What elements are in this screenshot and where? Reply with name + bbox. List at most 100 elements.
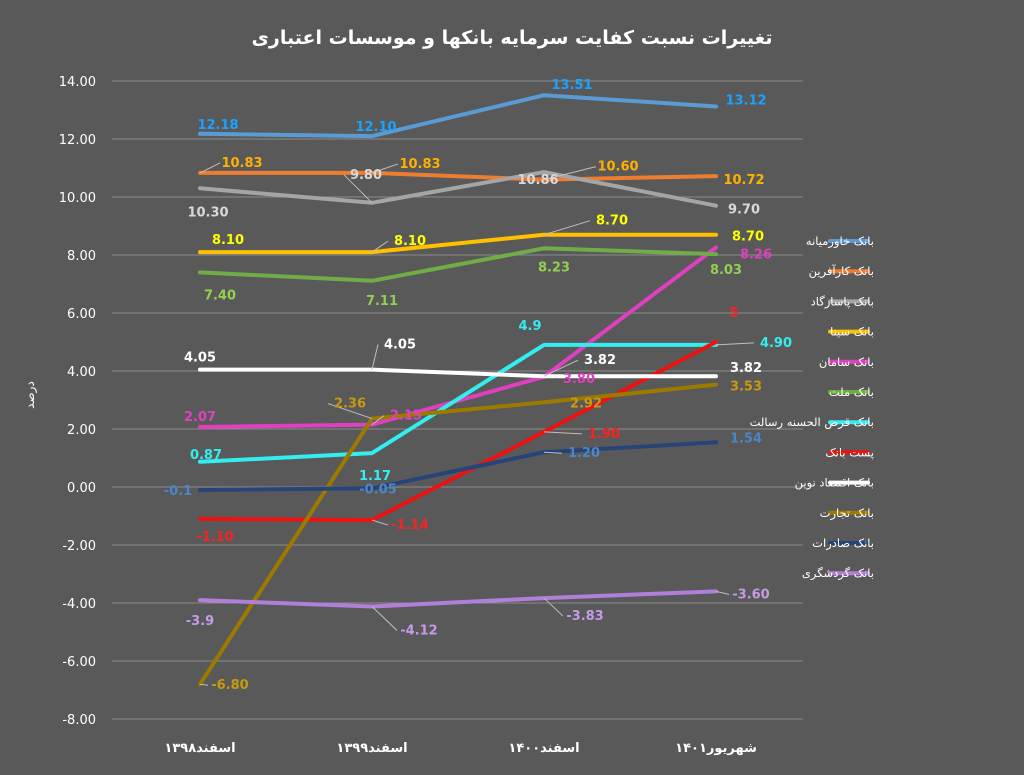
legend-item-label: بانک صادرات: [812, 536, 874, 551]
label-leader-line: [543, 166, 597, 181]
y-tick-label: 6.00: [67, 307, 96, 322]
legend-item-label: بانک خاورمیانه: [806, 234, 874, 249]
data-label: -0.1: [164, 484, 192, 499]
data-label: 10.60: [597, 160, 638, 175]
data-label: 1.54: [730, 431, 762, 446]
data-label: 1.17: [359, 469, 391, 484]
legend-item-label: بانک پاسارگاد: [811, 294, 874, 309]
legend-item-label: بانک سامان: [819, 355, 874, 369]
data-label: 13.51: [551, 78, 592, 93]
label-leader-line: [371, 344, 379, 370]
data-label: -3.9: [186, 614, 214, 629]
data-label: -0.05: [359, 482, 396, 497]
chart-title: تغییرات نسبت کفایت سرمایه بانکها و موسسا…: [252, 27, 773, 49]
label-leader-line: [371, 415, 385, 426]
x-tick-label: اسفند۱۳۹۹: [336, 741, 407, 756]
label-leader-line: [715, 342, 755, 346]
data-label: 3.82: [584, 353, 616, 368]
y-tick-label: 10.00: [59, 191, 96, 206]
data-label: 3.53: [730, 380, 762, 395]
data-label: -6.80: [211, 678, 248, 693]
series-line: [198, 170, 718, 208]
legend-item-label: بانک سینا: [830, 325, 874, 339]
series-line: [198, 367, 718, 379]
data-label: 10.86: [517, 173, 558, 188]
data-label: 4.05: [184, 351, 216, 366]
label-leader-line: [371, 519, 389, 526]
y-axis-ticks: 14.00 12.00 10.00 8.00 6.00 4.00 2.00 0.00 -2.00…: [59, 75, 96, 728]
data-label: -3.60: [732, 587, 769, 602]
data-label: 3.80: [563, 372, 595, 387]
data-label: 8.10: [212, 233, 244, 248]
series-line: [198, 340, 718, 523]
label-leader-line: [371, 606, 398, 631]
label-leader-line: [343, 174, 373, 204]
legend-item-label: بانک ملت: [829, 385, 874, 399]
series-line: [198, 232, 718, 255]
x-tick-label: اسفند۱۴۰۰: [508, 741, 579, 756]
label-leader-line: [543, 597, 564, 617]
x-axis-ticks: اسفند۱۳۹۸ اسفند۱۳۹۹ اسفند۱۴۰۰ شهریور۱۴۰۱: [164, 741, 756, 756]
series-line: [198, 440, 718, 492]
data-label: 1.20: [568, 446, 600, 461]
legend-item-label: بانک اقتصاد نوین: [795, 476, 874, 491]
label-leader-line: [543, 220, 591, 236]
data-label: 2.15: [390, 409, 422, 424]
label-leader-line: [543, 431, 583, 435]
data-label: 2.36: [334, 397, 366, 412]
data-label: 8.70: [732, 230, 764, 245]
label-leader-line: [715, 590, 730, 595]
series-line: [198, 382, 718, 687]
data-label: 10.72: [723, 173, 764, 188]
data-label: 1.90: [588, 427, 620, 442]
series-line: [198, 93, 718, 139]
y-tick-label: 2.00: [67, 423, 96, 438]
x-tick-label: اسفند۱۳۹۸: [164, 741, 235, 756]
data-label: 9.70: [728, 203, 760, 218]
data-label: 8.10: [394, 234, 426, 249]
data-label: 7.40: [204, 288, 236, 303]
y-tick-label: 0.00: [67, 481, 96, 496]
data-label: 2.92: [570, 396, 602, 411]
y-tick-label: -8.00: [62, 713, 96, 728]
data-label: -3.83: [566, 609, 603, 624]
legend-item-label: بانک کارآفرین: [809, 264, 874, 279]
label-leader-line: [371, 240, 389, 253]
data-label: 13.12: [725, 94, 766, 109]
series-line: [198, 342, 718, 464]
data-label: 10.83: [399, 157, 440, 172]
legend-item-label: بانک گردشگری: [802, 566, 874, 581]
series-lines: [198, 93, 718, 687]
data-label: 5: [729, 306, 738, 321]
y-tick-label: -4.00: [62, 597, 96, 612]
data-label: 8.23: [538, 260, 570, 275]
data-label: 12.10: [355, 120, 396, 135]
series-line: [198, 246, 718, 283]
legend-item-label: پست بانک: [825, 445, 874, 459]
data-label: 4.9: [518, 319, 541, 334]
data-label: 7.11: [366, 294, 398, 309]
data-label: 12.18: [197, 118, 238, 133]
label-leader-line: [199, 683, 209, 686]
data-label: 8.26: [740, 247, 772, 262]
data-label: 4.05: [384, 338, 416, 353]
data-label: -4.12: [400, 623, 437, 638]
y-tick-label: 8.00: [67, 249, 96, 264]
data-label: 8.03: [710, 263, 742, 278]
data-label: 10.83: [221, 156, 262, 171]
data-label: 9.80: [350, 168, 382, 183]
data-label: 3.82: [730, 361, 762, 376]
legend-item-label: بانک قرض الحسنه رسالت: [750, 415, 874, 430]
y-tick-label: -2.00: [62, 539, 96, 554]
y-axis-title: درصد: [23, 381, 38, 409]
y-tick-label: 14.00: [59, 75, 96, 90]
label-leader-line: [543, 359, 579, 377]
data-label: -1.14: [391, 518, 428, 533]
legend: بانک خاورمیانه بانک کارآفرین بانک پاسارگاد…: [750, 234, 874, 581]
series-line: [198, 170, 718, 182]
legend-item-label: بانک تجارت: [820, 506, 874, 521]
data-label: 8.70: [596, 214, 628, 229]
data-label: 10.30: [187, 205, 228, 220]
